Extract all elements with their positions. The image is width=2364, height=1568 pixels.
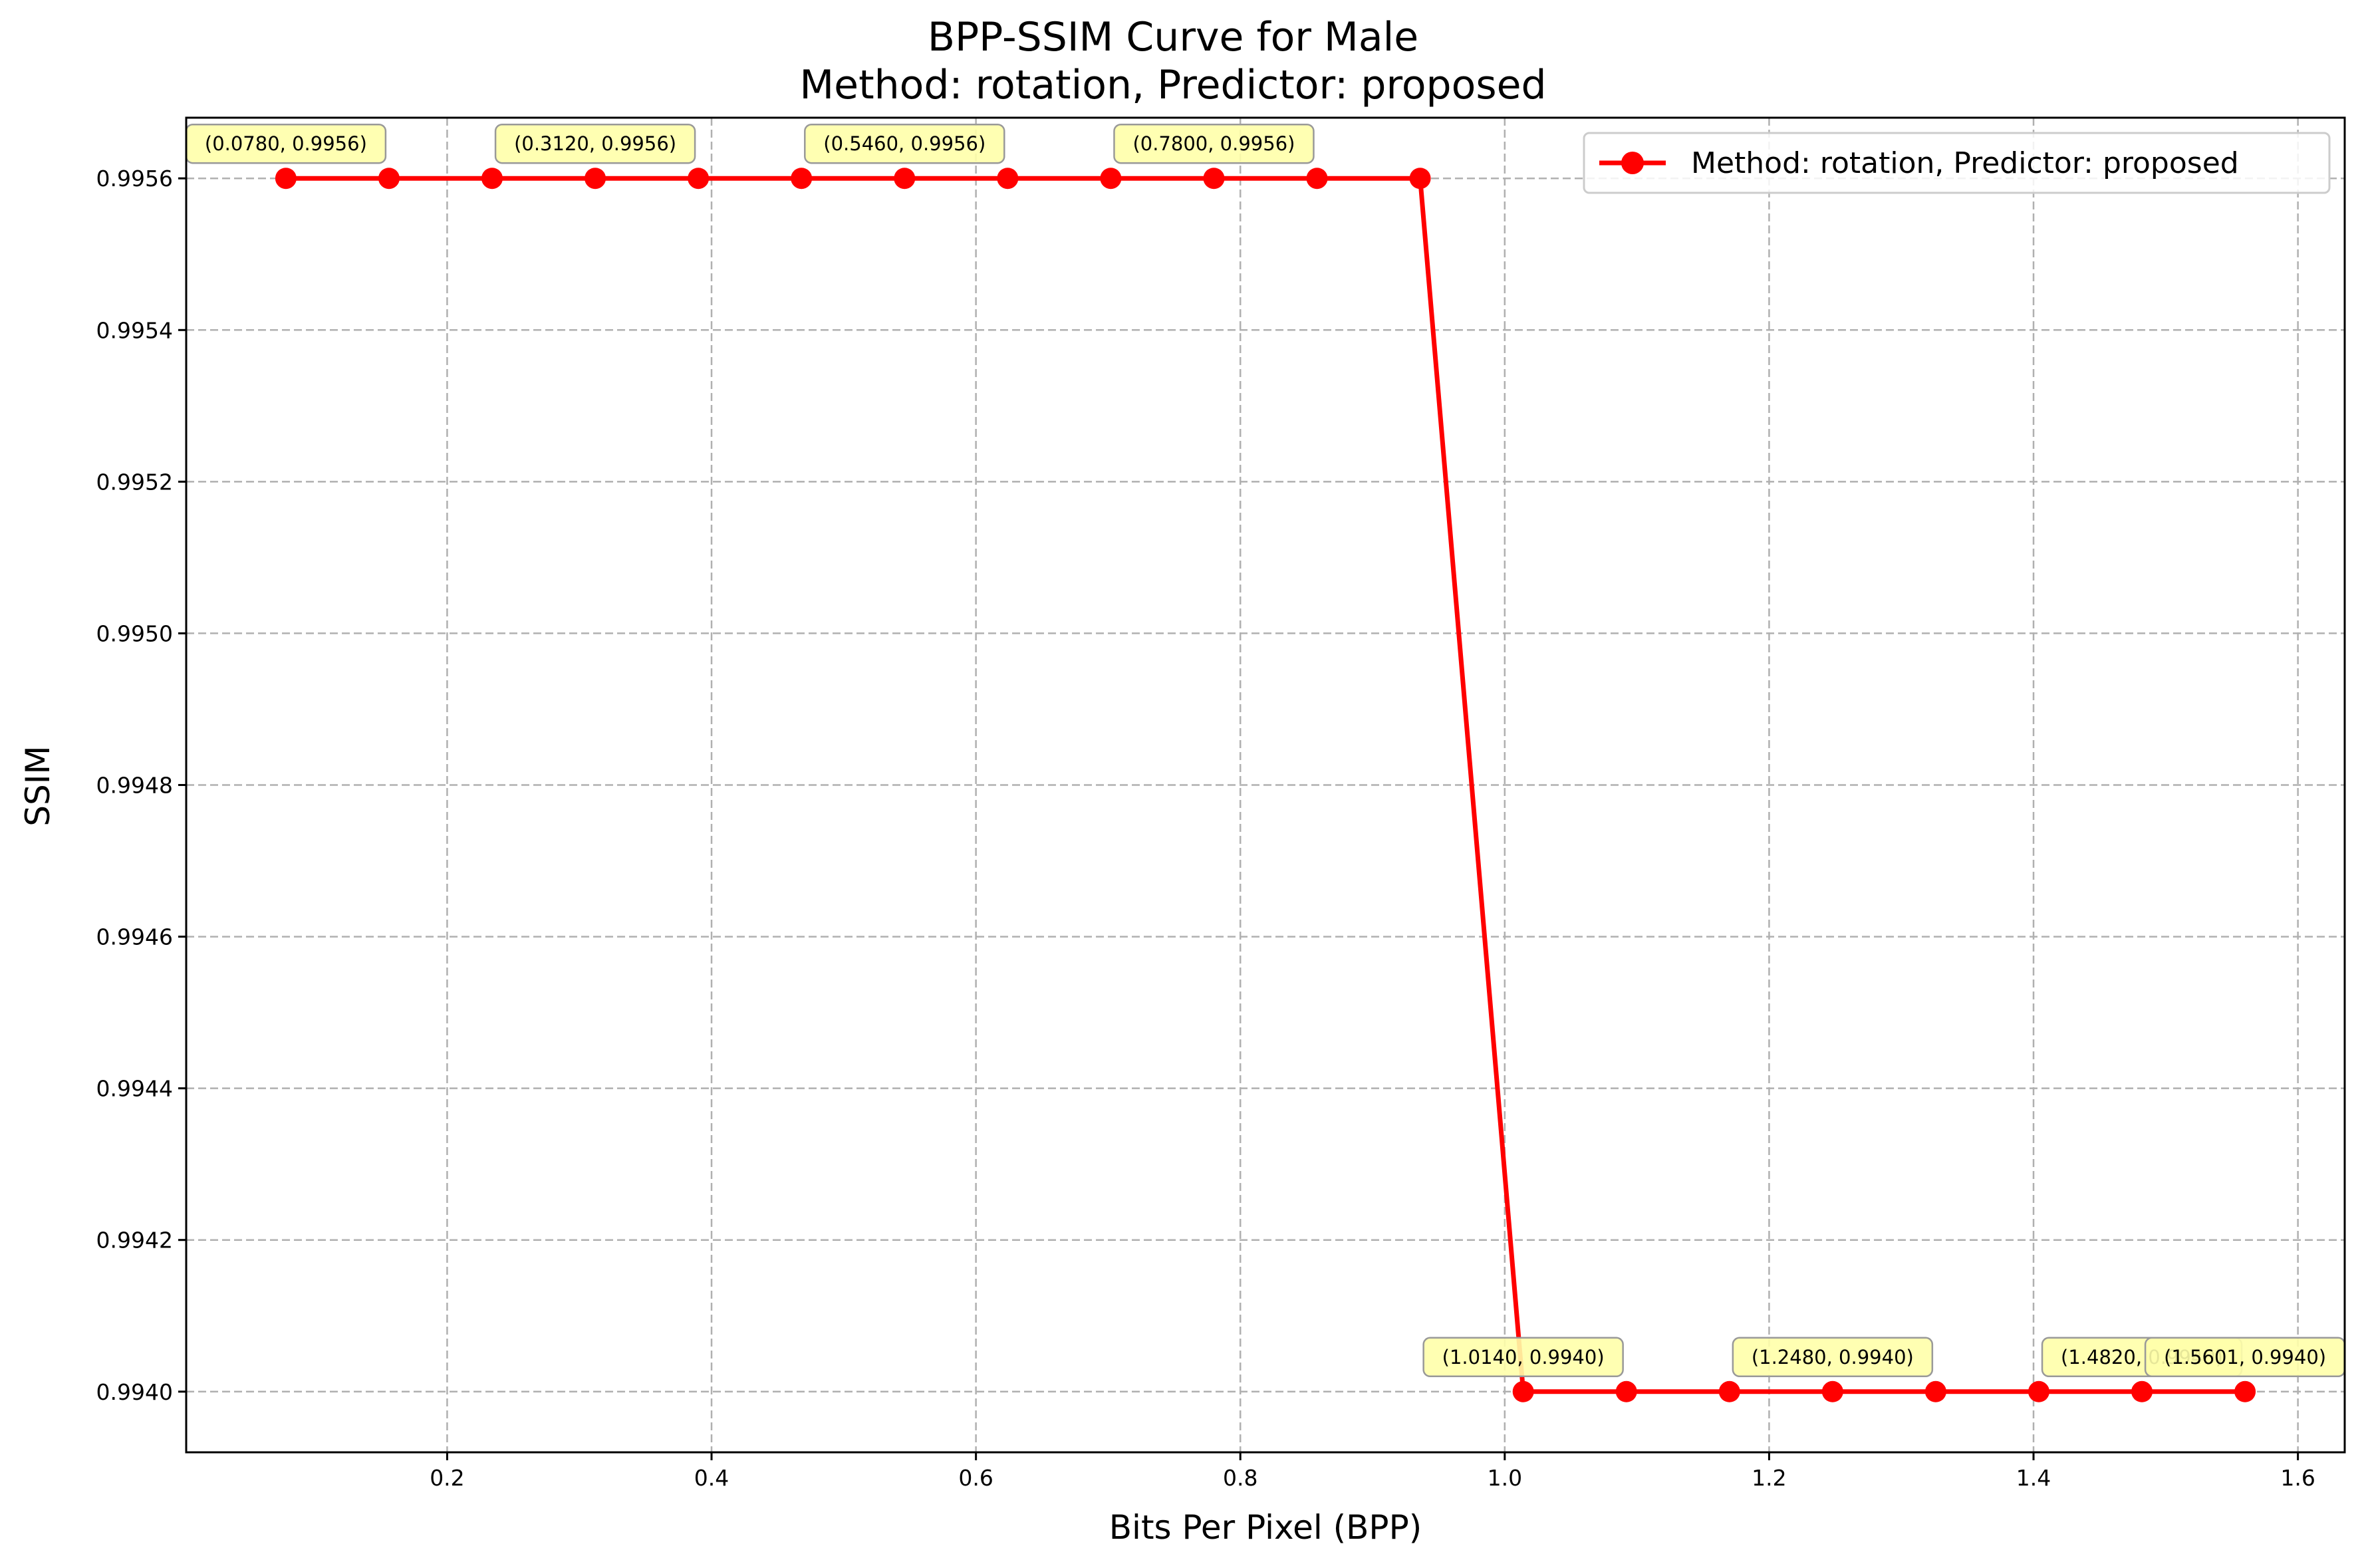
- legend-box: [1583, 132, 2331, 194]
- data-point: [1615, 1380, 1637, 1402]
- data-label-box: [1113, 123, 1315, 164]
- data-annotations: (0.0780, 0.9956) (0.3120, 0.9956) (0.5460,…: [185, 123, 2346, 1378]
- data-point: [1203, 168, 1225, 190]
- legend: Method: rotation, Predictor: proposed: [1583, 132, 2331, 194]
- y-tick-label: 0.9942: [96, 1228, 173, 1253]
- data-point: [378, 168, 400, 190]
- x-axis-label: Bits Per Pixel (BPP): [1109, 1508, 1422, 1547]
- data-label-box: [804, 123, 1005, 164]
- data-point: [2131, 1380, 2153, 1402]
- data-label: (0.7800, 0.9956): [1113, 123, 1315, 164]
- data-label: (0.5460, 0.9956): [804, 123, 1005, 164]
- data-label: (0.3120, 0.9956): [494, 123, 696, 164]
- data-label-box: [494, 123, 696, 164]
- data-label-text: (0.3120, 0.9956): [514, 132, 676, 155]
- data-point: [1718, 1380, 1740, 1402]
- y-axis-label: SSIM: [19, 745, 57, 826]
- data-label-text: (0.7800, 0.9956): [1132, 132, 1295, 155]
- legend-label: Method: rotation, Predictor: proposed: [1691, 146, 2239, 180]
- y-tick-label: 0.9946: [96, 924, 173, 950]
- x-axis-ticks: 0.2 0.4 0.6 0.8 1.0 1.2 1.4 1.6: [430, 1452, 2315, 1491]
- x-tick-label: 0.4: [694, 1465, 729, 1491]
- y-tick-label: 0.9948: [96, 773, 173, 799]
- y-tick-label: 0.9940: [96, 1379, 173, 1405]
- data-label: (1.0140, 0.9940): [1422, 1337, 1624, 1378]
- data-label-text: (0.5460, 0.9956): [823, 132, 985, 155]
- x-tick-label: 0.8: [1223, 1465, 1257, 1491]
- x-tick-label: 1.2: [1752, 1465, 1786, 1491]
- y-tick-label: 0.9956: [96, 166, 173, 192]
- data-label-box: [1732, 1337, 1934, 1378]
- data-point: [791, 168, 813, 190]
- data-label-box: [1422, 1337, 1624, 1378]
- y-tick-label: 0.9954: [96, 317, 173, 343]
- data-label: (1.2480, 0.9940): [1732, 1337, 1934, 1378]
- data-point: [1821, 1380, 1843, 1402]
- data-point: [275, 168, 297, 190]
- data-point: [1924, 1380, 1946, 1402]
- data-point: [1409, 168, 1431, 190]
- data-point: [585, 168, 606, 190]
- data-point: [1306, 168, 1328, 190]
- x-tick-label: 1.0: [1488, 1465, 1522, 1491]
- series-line: [285, 176, 2246, 1394]
- data-point: [481, 168, 503, 190]
- series-line-group: [285, 176, 2246, 1394]
- data-label-text: (0.0780, 0.9956): [205, 132, 367, 155]
- data-label-text: (1.2480, 0.9940): [1752, 1346, 1914, 1369]
- y-tick-label: 0.9944: [96, 1076, 173, 1102]
- data-point: [2028, 1380, 2049, 1402]
- data-point: [997, 168, 1019, 190]
- x-tick-label: 1.6: [2280, 1465, 2315, 1491]
- x-tick-label: 0.2: [430, 1465, 464, 1491]
- series-markers: [275, 168, 2256, 1402]
- data-point: [688, 168, 710, 190]
- legend-marker-sample: [1621, 152, 1644, 174]
- chart-subtitle: Method: rotation, Predictor: proposed: [799, 62, 1546, 108]
- y-axis-ticks: 0.9940 0.9942 0.9944 0.9946 0.9948 0.9950 0.99…: [96, 166, 186, 1405]
- x-tick-label: 0.6: [958, 1465, 993, 1491]
- data-point: [1512, 1380, 1534, 1402]
- data-point: [2234, 1380, 2256, 1402]
- data-point: [894, 168, 916, 190]
- data-label: (0.0780, 0.9956): [185, 123, 387, 164]
- data-label: (1.5601, 0.9940): [2144, 1337, 2346, 1378]
- y-tick-label: 0.9950: [96, 620, 173, 646]
- y-tick-label: 0.9952: [96, 469, 173, 495]
- data-label-text: (1.5601, 0.9940): [2164, 1346, 2326, 1369]
- chart-title: BPP-SSIM Curve for Male: [928, 14, 1418, 61]
- data-point: [1100, 168, 1122, 190]
- x-tick-label: 1.4: [2016, 1465, 2051, 1491]
- data-label-text: (1.0140, 0.9940): [1442, 1346, 1605, 1369]
